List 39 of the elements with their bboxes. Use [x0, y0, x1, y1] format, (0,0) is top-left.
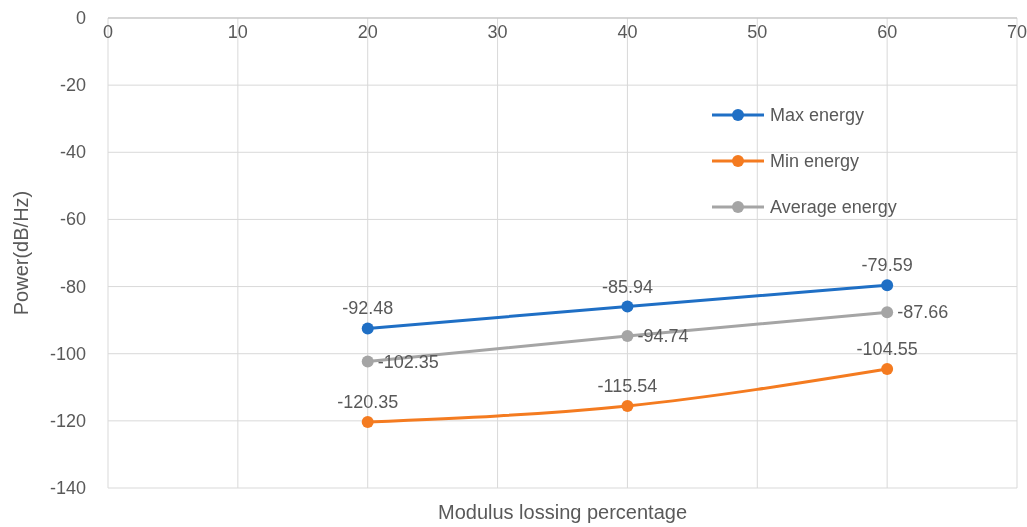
x-tick-label: 30 [487, 22, 508, 42]
x-tick-label: 50 [747, 22, 768, 42]
data-label: -94.74 [637, 326, 689, 347]
x-axis-title: Modulus lossing percentage [437, 501, 688, 523]
y-tick-label: -100 [49, 343, 86, 364]
y-tick-label: 0 [75, 8, 86, 28]
data-label: -79.59 [861, 255, 913, 276]
x-tick-label: 60 [877, 22, 898, 42]
data-label: -87.66 [897, 302, 949, 323]
y-tick-label: -40 [59, 142, 86, 163]
point [361, 355, 374, 368]
point [621, 399, 634, 412]
y-axis-title: Power(dB/Hz) [10, 190, 32, 316]
x-tick-label: 10 [227, 22, 248, 42]
point [881, 279, 894, 292]
point [621, 300, 634, 313]
x-tick-label: 40 [617, 22, 638, 42]
point [881, 362, 894, 375]
y-tick-label: -20 [59, 75, 86, 96]
point [361, 322, 374, 335]
x-tick-label: 0 [102, 22, 114, 42]
point [621, 330, 634, 343]
data-label: -85.94 [601, 276, 653, 297]
legend-label: Max energy [770, 105, 865, 125]
legend-label: Average energy [770, 197, 897, 217]
y-tick-label: -60 [59, 209, 86, 230]
y-tick-label: -120 [49, 410, 86, 431]
data-label: -92.48 [342, 298, 394, 319]
data-label: -104.55 [856, 338, 918, 359]
x-tick-label: 70 [1006, 22, 1027, 42]
x-tick-label: 20 [357, 22, 378, 42]
legend-label: Min energy [770, 151, 860, 171]
point [361, 416, 374, 429]
y-tick-label: -80 [59, 276, 86, 297]
point [881, 306, 894, 319]
data-label: -115.54 [597, 375, 658, 396]
data-label: -120.35 [337, 392, 399, 413]
data-label: -102.35 [377, 351, 439, 372]
y-tick-label: -140 [49, 478, 86, 498]
